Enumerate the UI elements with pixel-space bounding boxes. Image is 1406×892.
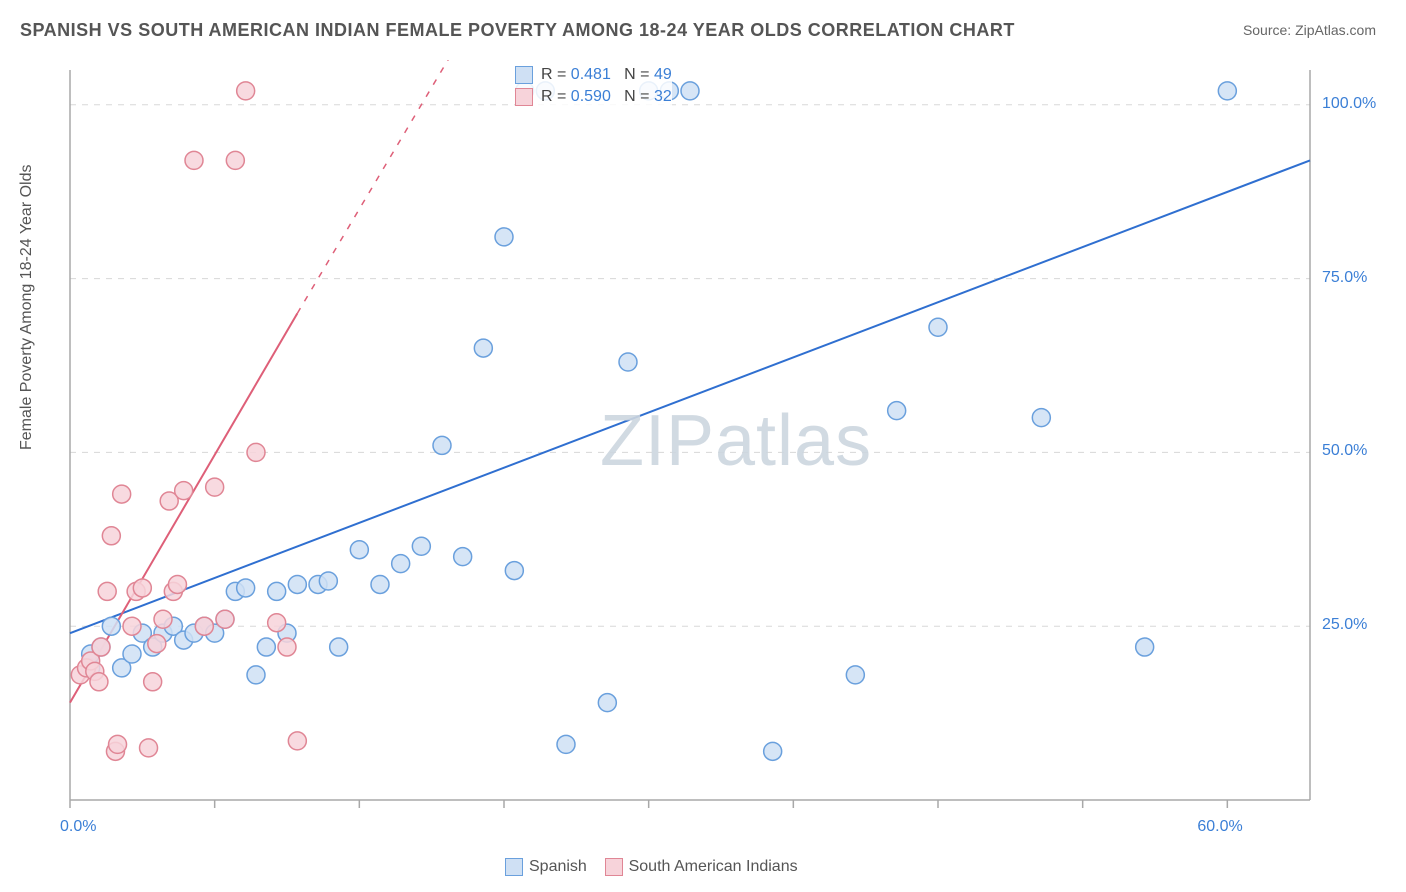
legend-n-value: 49: [654, 66, 672, 83]
legend-r-label: R =: [541, 88, 571, 105]
y-tick-label: 75.0%: [1322, 269, 1367, 287]
legend-swatch: [605, 858, 623, 876]
chart-title: SPANISH VS SOUTH AMERICAN INDIAN FEMALE …: [20, 20, 1015, 41]
y-tick-label: 25.0%: [1322, 616, 1367, 634]
legend-stats-row: R = 0.590 N = 32: [515, 86, 672, 108]
legend-stats: R = 0.481 N = 49R = 0.590 N = 32: [515, 64, 672, 108]
x-tick-label: 60.0%: [1197, 818, 1242, 836]
legend-series: Spanish South American Indians: [505, 858, 815, 876]
legend-r-value: 0.481: [571, 66, 611, 83]
y-tick-label: 50.0%: [1322, 442, 1367, 460]
y-axis-label: Female Poverty Among 18-24 Year Olds: [18, 165, 36, 451]
legend-swatch: [505, 858, 523, 876]
legend-r-value: 0.590: [571, 88, 611, 105]
legend-series-name: South American Indians: [629, 858, 798, 875]
legend-n-label: N =: [611, 66, 654, 83]
x-tick-label: 0.0%: [60, 818, 96, 836]
legend-n-value: 32: [654, 88, 672, 105]
chart-container: SPANISH VS SOUTH AMERICAN INDIAN FEMALE …: [0, 0, 1406, 892]
legend-n-label: N =: [611, 88, 654, 105]
plot-area: [60, 60, 1380, 840]
scatter-svg: [60, 60, 1380, 840]
legend-stats-row: R = 0.481 N = 49: [515, 64, 672, 86]
legend-series-name: Spanish: [529, 858, 587, 875]
legend-r-label: R =: [541, 66, 571, 83]
y-tick-label: 100.0%: [1322, 95, 1376, 113]
legend-swatch: [515, 88, 533, 106]
source-label: Source: ZipAtlas.com: [1243, 22, 1376, 38]
legend-swatch: [515, 66, 533, 84]
